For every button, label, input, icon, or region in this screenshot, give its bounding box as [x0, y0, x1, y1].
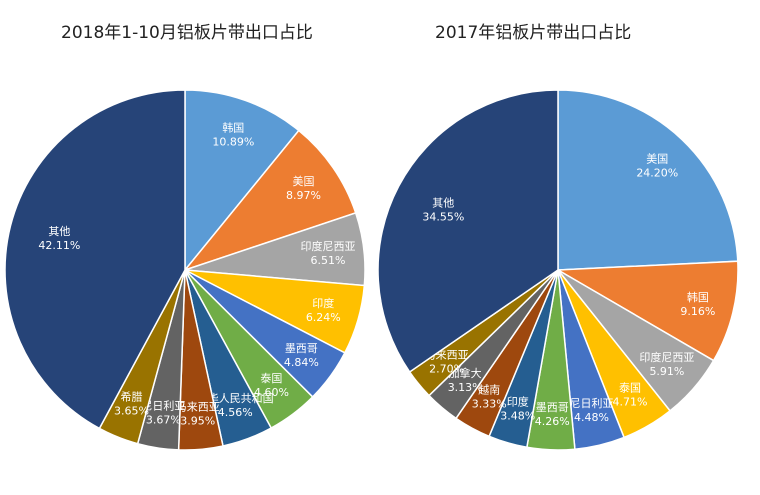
- pie-2017-slice-0: [557, 89, 739, 271]
- pie-2018-label-5: 泰国: [260, 371, 282, 385]
- pie-2018-label-7: 马来西亚: [176, 400, 220, 413]
- pie-2017-value-label-8: 3.13%: [448, 381, 483, 394]
- pie-2017-value-label-3: 4.71%: [613, 396, 648, 409]
- pie-2017-value-label-10: 34.55%: [422, 211, 464, 224]
- pie-2017-label-2: 印度尼西亚: [639, 350, 694, 364]
- pie-2017-label-6: 印度: [507, 394, 529, 408]
- pie-2018-label-3: 印度: [312, 296, 334, 310]
- pie-2017-value-label-0: 24.20%: [636, 167, 678, 180]
- pie-2018-label-1: 美国: [292, 175, 314, 188]
- pie-2017-value-label-4: 4.48%: [574, 411, 609, 424]
- pie-2017-label-8: 加拿大: [449, 366, 482, 380]
- pie-2018-label-10: 其他: [48, 225, 70, 238]
- pie-2018-slice-0: [184, 89, 300, 273]
- pie-2018-value-label-4: 4.84%: [284, 356, 319, 369]
- pie-2018-value-label-3: 6.24%: [306, 311, 341, 324]
- pie-2017-slice-10: [377, 89, 559, 373]
- pie-2017-slice-1: [555, 260, 739, 362]
- pie-2018-value-label-10: 42.11%: [38, 239, 80, 252]
- chart-title-2017: 2017年铝板片带出口占比: [435, 23, 632, 43]
- pie-2017-label-1: 韩国: [687, 290, 709, 304]
- pie-2018-value-label-5: 4.60%: [254, 386, 289, 399]
- pie-2018-value-label-8: 3.67%: [146, 413, 181, 426]
- pie-2018-slice-10: [4, 89, 186, 430]
- chart-title-2018: 2018年1-10月铝板片带出口占比: [61, 23, 313, 43]
- pie-2018-label-0: 韩国: [222, 120, 244, 134]
- pie-2018-label-2: 印度尼西亚: [300, 239, 355, 253]
- pie-2017-label-3: 泰国: [619, 381, 641, 395]
- pie-2017-label-7: 越南: [478, 383, 500, 397]
- pie-2018-value-label-9: 3.65%: [114, 405, 149, 418]
- pie-2018-label-8: 尼日利亚: [141, 399, 185, 412]
- pie-2018-value-label-7: 3.95%: [180, 414, 215, 427]
- pie-2017-value-label-9: 2.70%: [429, 362, 464, 375]
- pie-2018-slice-1: [182, 129, 357, 272]
- pie-2017-value-label-2: 5.91%: [649, 365, 684, 378]
- pie-2017-label-4: 尼日利亚: [570, 397, 614, 410]
- pie-2017-label-5: 墨西哥: [536, 401, 569, 414]
- pie-2018-value-label-0: 10.89%: [212, 135, 254, 148]
- pie-2018-label-9: 希腊: [120, 390, 142, 404]
- pie-2017-label-0: 美国: [646, 153, 668, 166]
- pie-2017-value-label-1: 9.16%: [680, 305, 715, 318]
- pie-2017-label-10: 其他: [432, 197, 454, 210]
- pie-2017-value-label-5: 4.26%: [535, 415, 570, 428]
- pie-2018-label-4: 墨西哥: [285, 342, 318, 355]
- pie-2018-label-6: 中华人民共和国: [197, 391, 274, 405]
- pie-2017-value-label-7: 3.33%: [472, 398, 507, 411]
- pie-2018-value-label-1: 8.97%: [286, 189, 321, 202]
- pie-2017-value-label-6: 3.48%: [500, 409, 535, 422]
- pie-2018-value-label-2: 6.51%: [311, 254, 346, 267]
- pie-2018-value-label-6: 4.56%: [218, 406, 253, 419]
